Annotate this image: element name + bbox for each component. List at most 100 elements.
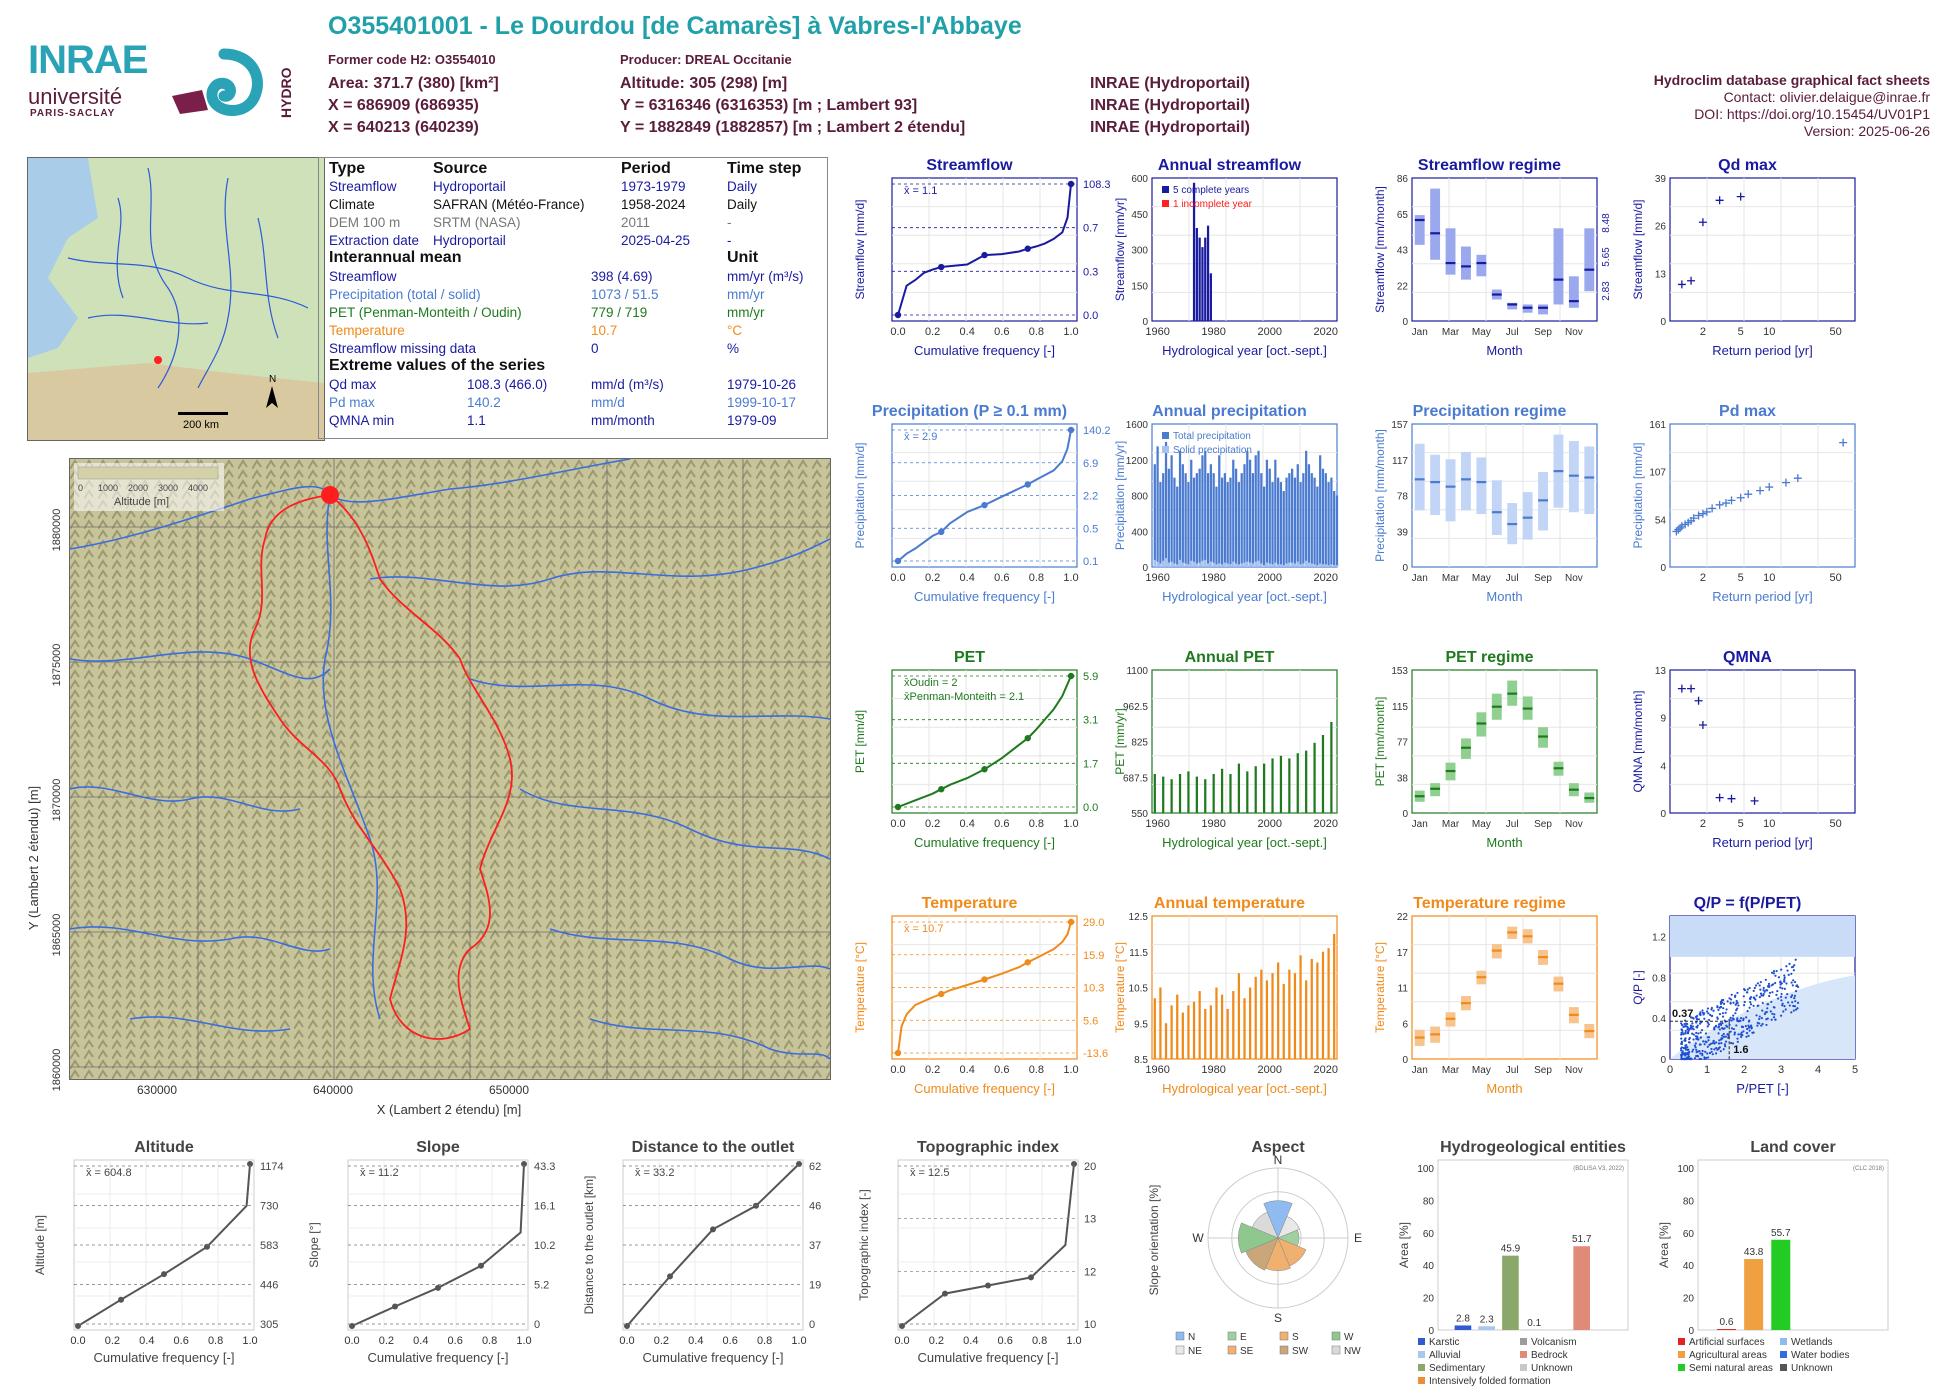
qp-point [1699,1011,1702,1014]
qp-point [1721,1027,1724,1030]
rp-point [1694,511,1703,520]
qp-point [1764,978,1767,981]
solid-bar [1321,564,1325,567]
y-tick-label: 687.5 [1123,773,1148,784]
y-tick-label: 600 [1131,174,1148,185]
chart-title: Pd max [1719,403,1776,420]
quantile-label: 0.1 [1083,556,1098,568]
cdf-point [985,1282,991,1289]
extreme-unit: mm/d (m³/s) [591,377,664,392]
x-axis-label: Cumulative frequency [-] [368,1350,509,1365]
y-tick-label: 400 [1131,527,1148,538]
annual-bar [1220,768,1224,813]
y-tick-label: 60 [1683,1229,1695,1240]
x-tick-label: 0 [1667,1064,1673,1076]
plot-frame [1411,669,1598,814]
x-tick-label: 0.2 [654,1335,669,1347]
x-tick-label: May [1472,573,1491,584]
solid-bar [1330,564,1333,567]
rp-point [1765,483,1774,492]
qp-point [1703,1057,1706,1061]
fdc-point [981,501,988,509]
qp-point [1760,1016,1763,1020]
info-row-source: Hydroportail [433,179,506,194]
annual-bar [1176,486,1179,567]
rp-point [1677,280,1686,289]
pet_fdc-chart: PET 0.0 0.2 0.4 0.6 0.8 1.0 5.9 3.1 1.7 0.0 x̄Oudin… [853,649,1098,850]
y-axis-label: Slope [°] [307,1222,321,1268]
y-axis-label: Streamflow [mm/d] [1631,199,1645,299]
solid-bar [1164,558,1168,567]
solid-bar [1319,563,1322,567]
qp-point [1722,1035,1726,1038]
qp-point [1775,993,1778,996]
compass-label: N [1274,1153,1283,1167]
solid-bar [1162,560,1165,567]
legend-swatch [1780,1364,1787,1371]
x-tick-label: 0.4 [960,326,975,338]
qp-point [1726,1000,1729,1003]
legend-label: Wetlands [1791,1337,1833,1348]
qp-point [1759,980,1762,984]
qp-point [1748,997,1752,1000]
qp-point [1737,1033,1740,1036]
qp-point [1792,979,1795,982]
rp-point [1793,474,1802,483]
rp-point [1715,793,1724,802]
chart-title: Qd max [1718,157,1777,174]
qp-point [1762,986,1765,990]
regime-box [1430,454,1441,515]
qp-point [1733,1031,1737,1034]
qp-point [1766,1007,1769,1010]
cdf-point [796,1161,802,1167]
qp-point [1756,982,1759,985]
x-tick-label: 50 [1829,326,1841,338]
qp-point [1779,983,1782,986]
y-tick-label: 825 [1131,738,1148,749]
x-tick-label: 0.2 [925,572,940,584]
x-tick-label: 0.8 [1029,326,1044,338]
extreme-header: Extreme values of the series [329,357,546,374]
qp-point [1692,1017,1695,1020]
qp-point [1687,1026,1690,1029]
legend-swatch [1678,1364,1685,1371]
x-tick-label: Mar [1442,573,1460,584]
qp-point [1745,1016,1748,1019]
legend-label: Sedimentary [1429,1363,1485,1374]
y-axis-label: Topographic index [-] [857,1189,871,1300]
quantile-label: 2.2 [1083,491,1098,503]
qp-point [1680,1049,1683,1052]
extreme-label: Pd max [329,395,375,410]
x-tick-label: 0.4 [960,1064,975,1076]
qp-point [1724,1011,1727,1014]
qp-point [1790,995,1793,999]
altitude_cdf-chart: Altitude 1174 730 583 446 305 x̄ = 604.8 0.0 0.2… [33,1139,284,1365]
annual-bar [1204,450,1207,567]
inrae-logo: INRAE [28,38,148,82]
qp-point [1684,1044,1687,1047]
alt-legend-tick: 1000 [98,483,118,493]
mean-value: 779 / 719 [591,305,648,320]
y-tick-label: 9 [1660,714,1666,725]
bar-value-label: 0.6 [1720,1317,1734,1328]
y-tick-label: 77 [1397,738,1409,749]
y-tick-label: 4 [1660,761,1666,772]
qp-point [1783,987,1786,990]
qp-point [1680,1054,1683,1057]
y-lambert2: Y = 1882849 (1882857) [m ; Lambert 2 éte… [620,119,966,136]
qp-point [1774,981,1777,985]
river-network [70,459,830,1060]
qp-ref-label: 1.6 [1733,1044,1748,1056]
qp-point [1779,981,1782,984]
y-tick-label: 0 [1402,317,1408,328]
x-tick-label: 1980 [1201,818,1225,830]
annual-bar [1229,477,1232,567]
qp-point [1710,1050,1713,1053]
page-title: O355401001 - Le Dourdou [de Camarès] à V… [328,12,1022,40]
qp-point [1746,988,1749,991]
x-axis-label: Hydrological year [oct.-sept.] [1162,589,1327,604]
annual-bar [1198,991,1201,1059]
qp-point [1740,1035,1743,1039]
fdc-point [938,528,945,536]
north-label: N [269,374,276,385]
